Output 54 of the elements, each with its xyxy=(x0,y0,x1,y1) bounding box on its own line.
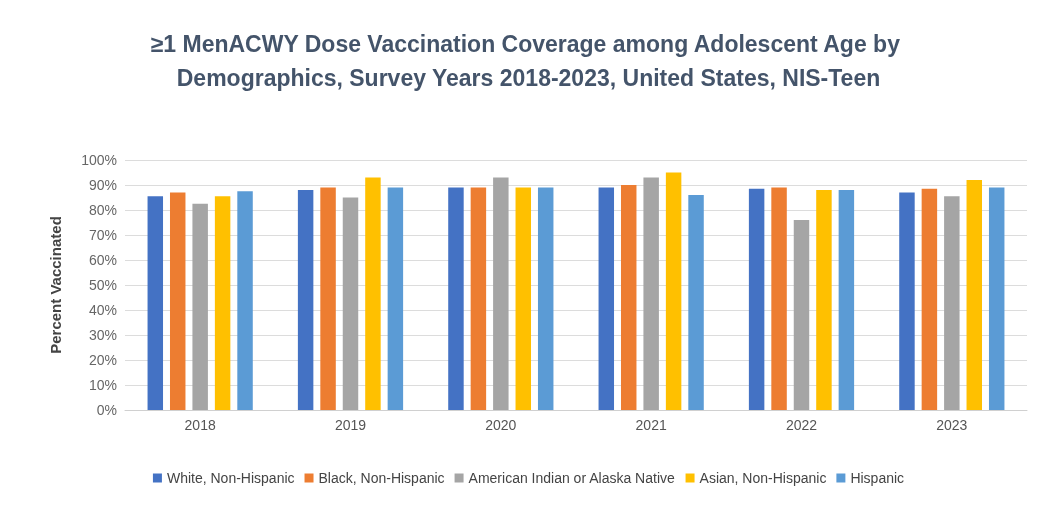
x-tick-label: 2021 xyxy=(635,417,667,433)
legend-label: Black, Non-Hispanic xyxy=(318,470,445,486)
bar xyxy=(169,192,186,410)
y-tick-label: 10% xyxy=(88,377,117,393)
bar xyxy=(921,188,938,410)
bar xyxy=(944,196,960,410)
y-tick-label: 80% xyxy=(88,202,117,218)
x-tick-label: 2022 xyxy=(785,417,818,433)
bar xyxy=(448,187,464,410)
bar xyxy=(342,197,359,410)
bar xyxy=(838,190,855,410)
x-tick-label: 2018 xyxy=(184,417,216,433)
bar xyxy=(537,187,554,410)
bar xyxy=(598,187,615,410)
bar xyxy=(643,177,659,410)
bar xyxy=(688,195,704,410)
bar xyxy=(320,187,336,410)
bar xyxy=(387,187,404,410)
bar xyxy=(365,177,381,410)
bar xyxy=(988,187,1005,410)
y-tick-label: 20% xyxy=(88,352,117,368)
y-tick-label: 60% xyxy=(88,252,117,268)
bar xyxy=(493,177,509,410)
y-tick-label: 90% xyxy=(88,177,117,193)
x-tick-label: 2019 xyxy=(334,417,367,433)
chart-title: ≥1 MenACWY Dose Vaccination Coverage among Adolescent Age by Demographics, Survey Years 2018-2023, United States, NIS-Teen xyxy=(150,31,907,91)
y-tick-label: 50% xyxy=(88,277,117,293)
bar xyxy=(214,196,231,410)
bar xyxy=(816,190,832,410)
y-tick-label: 30% xyxy=(88,327,117,343)
bar xyxy=(620,185,637,410)
y-tick-label: 40% xyxy=(88,302,117,318)
legend-label: White, Non-Hispanic xyxy=(166,470,295,486)
legend-label: American Indian or Alaska Native xyxy=(468,470,675,486)
x-tick-label: 2023 xyxy=(936,417,968,433)
bar xyxy=(470,187,487,410)
bar xyxy=(237,191,253,410)
bar xyxy=(899,192,915,410)
bar xyxy=(793,220,810,410)
bar xyxy=(147,196,164,410)
bar xyxy=(515,187,532,410)
bar xyxy=(665,172,682,410)
legend-label: Hispanic xyxy=(850,470,905,486)
bar xyxy=(192,203,208,410)
y-tick-label: 100% xyxy=(81,152,117,168)
y-axis-title: Percent Vaccinated xyxy=(47,216,64,354)
legend-label: Asian, Non-Hispanic xyxy=(699,470,827,486)
y-tick-label: 70% xyxy=(88,227,117,243)
bar xyxy=(771,187,787,410)
bar xyxy=(297,190,314,410)
y-tick-label: 0% xyxy=(96,402,117,418)
bar xyxy=(966,180,983,410)
x-tick-label: 2020 xyxy=(485,417,517,433)
bar xyxy=(748,188,765,410)
